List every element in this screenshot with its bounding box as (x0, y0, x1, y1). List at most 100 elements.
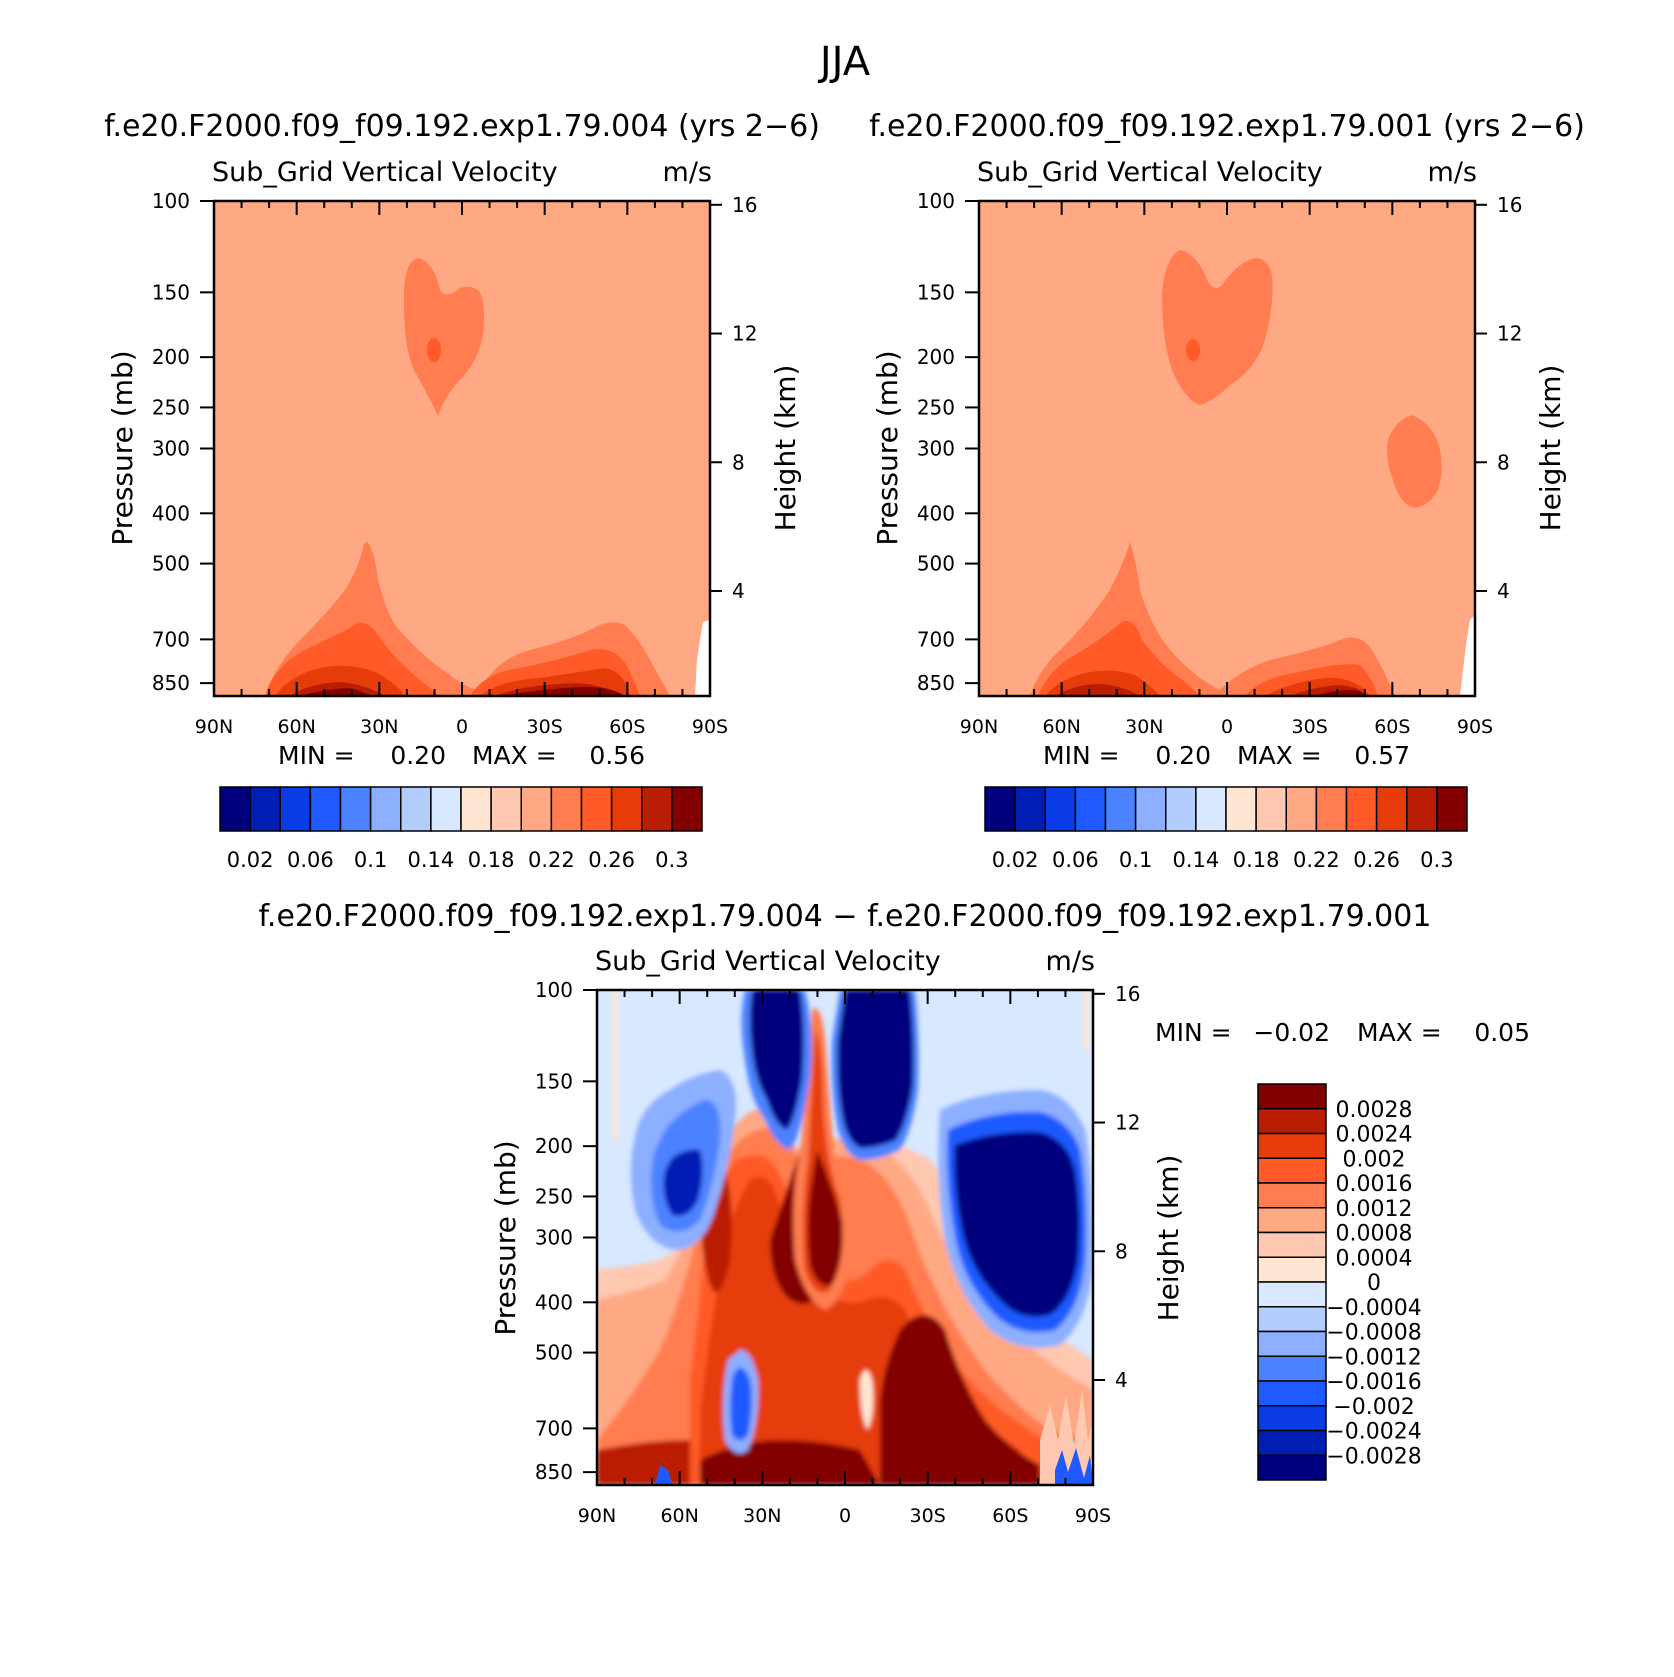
y-tick-label: 300 (152, 437, 190, 461)
min-value: −0.02 (1253, 1018, 1330, 1047)
x-tick-label: 60S (1374, 716, 1410, 738)
x-axis: 90N 60N 30N 0 30S 60S 90S (960, 201, 1493, 738)
colorbar-box (400, 786, 432, 832)
y-tick-label: 100 (535, 978, 573, 1002)
colorbar-label: 0.18 (1233, 848, 1280, 872)
y2-tick-label: 4 (1115, 1368, 1128, 1392)
y2-tick-label: 4 (732, 579, 745, 603)
y-tick-label: 150 (535, 1069, 573, 1093)
x-tick-label: 90S (1075, 1505, 1111, 1527)
colorbar-box (1375, 786, 1408, 832)
colorbar-label: 0.3 (1420, 848, 1453, 872)
colorbar-box (1257, 1108, 1327, 1135)
y2-axis-label: Height (km) (1534, 365, 1567, 532)
units-label: m/s (1046, 946, 1095, 977)
y2-axis-label: Height (km) (769, 365, 802, 532)
colorbar-label: 0.14 (407, 848, 454, 872)
y-tick-label: 500 (535, 1341, 573, 1365)
variable-title: Sub_Grid Vertical Velocity (595, 946, 941, 977)
y-tick-label: 300 (535, 1226, 573, 1250)
colorbar-box (1257, 1157, 1327, 1184)
y-tick-label: 400 (152, 501, 190, 525)
units-label: m/s (1428, 157, 1477, 188)
y-tick-label: 100 (152, 189, 190, 213)
contour-region (880, 1315, 1040, 1485)
contour-field (979, 201, 1475, 696)
colorbar-label: 0.1 (1119, 848, 1152, 872)
x-tick-label: 60N (1042, 716, 1080, 738)
colorbar-label: 0.22 (1293, 848, 1340, 872)
colorbar-label: −0.0024 (1326, 1420, 1421, 1445)
x-tick-label: 30S (527, 716, 563, 738)
x-tick-label: 30N (1125, 716, 1163, 738)
colorbar-label: 0.0012 (1336, 1197, 1413, 1222)
colorbar-box (339, 786, 372, 832)
x-tick-label: 0 (456, 716, 468, 738)
max-label: MAX = (1237, 741, 1322, 770)
y-tick-label: 700 (535, 1416, 573, 1440)
contour-region (730, 1367, 752, 1440)
y-axis: 100 150 200 250 300 400 500 700 850 (917, 189, 979, 695)
y-tick-label: 200 (152, 345, 190, 369)
y-tick-label: 150 (152, 280, 190, 304)
colorbar-label: −0.0012 (1326, 1345, 1421, 1370)
colorbar-label: 0.0016 (1336, 1172, 1413, 1197)
panel-bottom-difference: f.e20.F2000.f09_f09.192.exp1.79.004 − f.… (259, 899, 1530, 1527)
y-tick-label: 500 (152, 552, 190, 576)
y-axis: 100 150 200 250 300 400 500 700 850 (535, 978, 597, 1484)
colorbar-label: 0.06 (1052, 848, 1099, 872)
contour-region (663, 1149, 703, 1216)
y2-tick-label: 16 (1115, 982, 1140, 1006)
y-tick-label: 250 (152, 395, 190, 419)
colorbar-box (1195, 786, 1227, 832)
colorbar-box (550, 786, 583, 832)
x-tick-label: 90S (1457, 716, 1493, 738)
colorbar-box (1315, 786, 1348, 832)
x-tick-label: 60N (277, 716, 315, 738)
variable-title: Sub_Grid Vertical Velocity (977, 157, 1323, 188)
min-value: 0.20 (390, 741, 446, 770)
colorbar-box (1257, 1132, 1327, 1159)
colorbar-box (1257, 1330, 1327, 1357)
colorbar-box (369, 786, 402, 832)
y-tick-label: 700 (917, 627, 955, 651)
max-label: MAX = (472, 741, 557, 770)
x-tick-label: 60N (660, 1505, 698, 1527)
y2-tick-label: 16 (1497, 193, 1522, 217)
contour-region (1162, 250, 1273, 405)
colorbar-label: −0.0008 (1326, 1321, 1421, 1346)
units-label: m/s (663, 157, 712, 188)
y-tick-label: 850 (152, 671, 190, 695)
y2-axis: 16 12 8 4 (710, 193, 757, 603)
colorbar-label: 0.02 (992, 848, 1039, 872)
y2-tick-label: 12 (732, 322, 757, 346)
colorbar-label: −0.0016 (1326, 1370, 1421, 1395)
colorbar-label: 0.06 (287, 848, 334, 872)
contour-region (1460, 615, 1475, 696)
colorbar-box (1436, 786, 1468, 832)
contour-field (214, 201, 710, 696)
colorbar-label: 0.1 (354, 848, 387, 872)
x-tick-label: 30N (360, 716, 398, 738)
max-label: MAX = (1357, 1018, 1442, 1047)
case-title: f.e20.F2000.f09_f09.192.exp1.79.001 (yrs… (869, 109, 1585, 144)
y2-axis: 16 12 8 4 (1475, 193, 1522, 603)
y-tick-label: 250 (917, 395, 955, 419)
colorbar-label: 0.22 (528, 848, 575, 872)
colorbar-box (1044, 786, 1077, 832)
colorbar-box (1257, 1306, 1327, 1333)
x-tick-label: 30S (910, 1505, 946, 1527)
colorbar-box (984, 786, 1016, 832)
colorbar-label: 0.14 (1172, 848, 1219, 872)
colorbar-box (1257, 1083, 1327, 1110)
colorbar-label: −0.002 (1333, 1395, 1414, 1420)
colorbar: 0.02 0.06 0.1 0.14 0.18 0.22 0.26 0.3 (219, 786, 703, 872)
contour-region (500, 686, 625, 696)
x-tick-label: 90N (960, 716, 998, 738)
colorbar-box (1257, 1355, 1327, 1382)
x-axis: 90N 60N 30N 0 30S 60S 90S (578, 990, 1111, 1527)
colorbar-label: 0.002 (1343, 1147, 1406, 1172)
y2-tick-label: 4 (1497, 579, 1510, 603)
colorbar-label: 0.0024 (1336, 1123, 1413, 1148)
y2-tick-label: 12 (1115, 1111, 1140, 1135)
